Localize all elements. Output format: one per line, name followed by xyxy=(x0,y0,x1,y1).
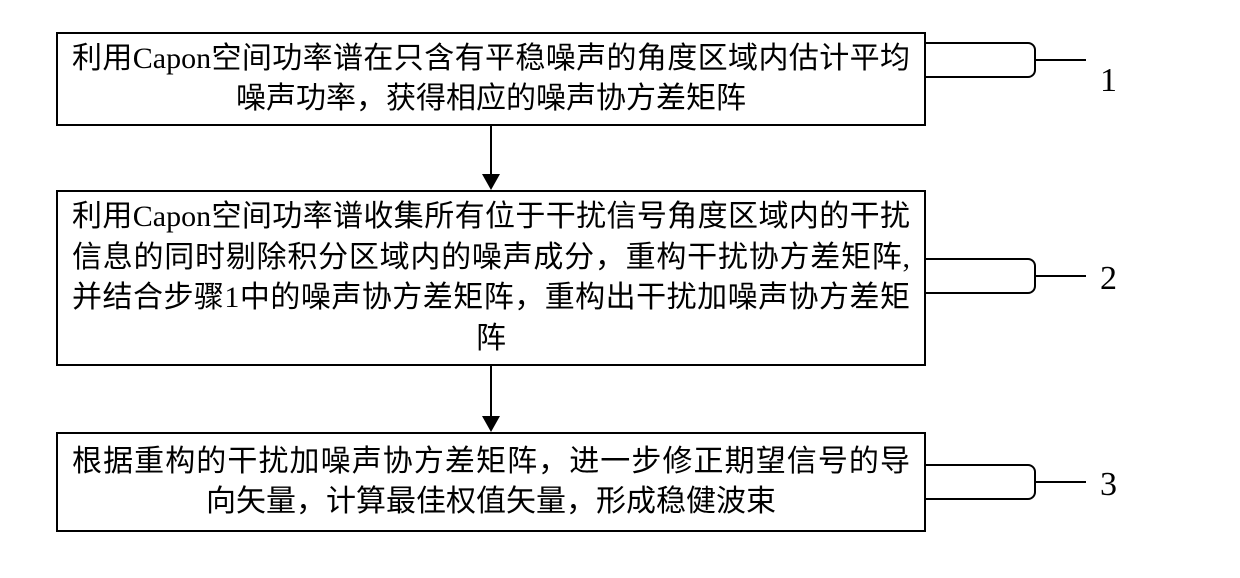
flow-box-2-text: 利用Capon空间功率谱收集所有位于干扰信号角度区域内的干扰信息的同时剔除积分区… xyxy=(72,197,910,359)
connector-1-stem xyxy=(1036,59,1086,61)
connector-2-stem xyxy=(1036,275,1086,277)
arrow-2-3-head xyxy=(482,416,500,432)
arrow-1-2-head xyxy=(482,174,500,190)
flowchart-canvas: 利用Capon空间功率谱在只含有平稳噪声的角度区域内估计平均噪声功率，获得相应的… xyxy=(0,0,1240,578)
arrow-2-3-line xyxy=(490,366,492,416)
flow-box-1-text: 利用Capon空间功率谱在只含有平稳噪声的角度区域内估计平均噪声功率，获得相应的… xyxy=(72,39,910,120)
flow-box-2: 利用Capon空间功率谱收集所有位于干扰信号角度区域内的干扰信息的同时剔除积分区… xyxy=(56,190,926,366)
flow-box-3: 根据重构的干扰加噪声协方差矩阵，进一步修正期望信号的导向矢量，计算最佳权值矢量，… xyxy=(56,432,926,532)
flow-label-3: 3 xyxy=(1100,466,1117,504)
arrow-1-2-line xyxy=(490,126,492,174)
connector-3-stem xyxy=(1036,481,1086,483)
flow-label-1: 1 xyxy=(1100,62,1117,100)
connector-1 xyxy=(926,42,1036,78)
flow-box-1: 利用Capon空间功率谱在只含有平稳噪声的角度区域内估计平均噪声功率，获得相应的… xyxy=(56,32,926,126)
flow-label-2: 2 xyxy=(1100,260,1117,298)
flow-box-3-text: 根据重构的干扰加噪声协方差矩阵，进一步修正期望信号的导向矢量，计算最佳权值矢量，… xyxy=(72,442,910,523)
connector-3 xyxy=(926,464,1036,500)
connector-2 xyxy=(926,258,1036,294)
